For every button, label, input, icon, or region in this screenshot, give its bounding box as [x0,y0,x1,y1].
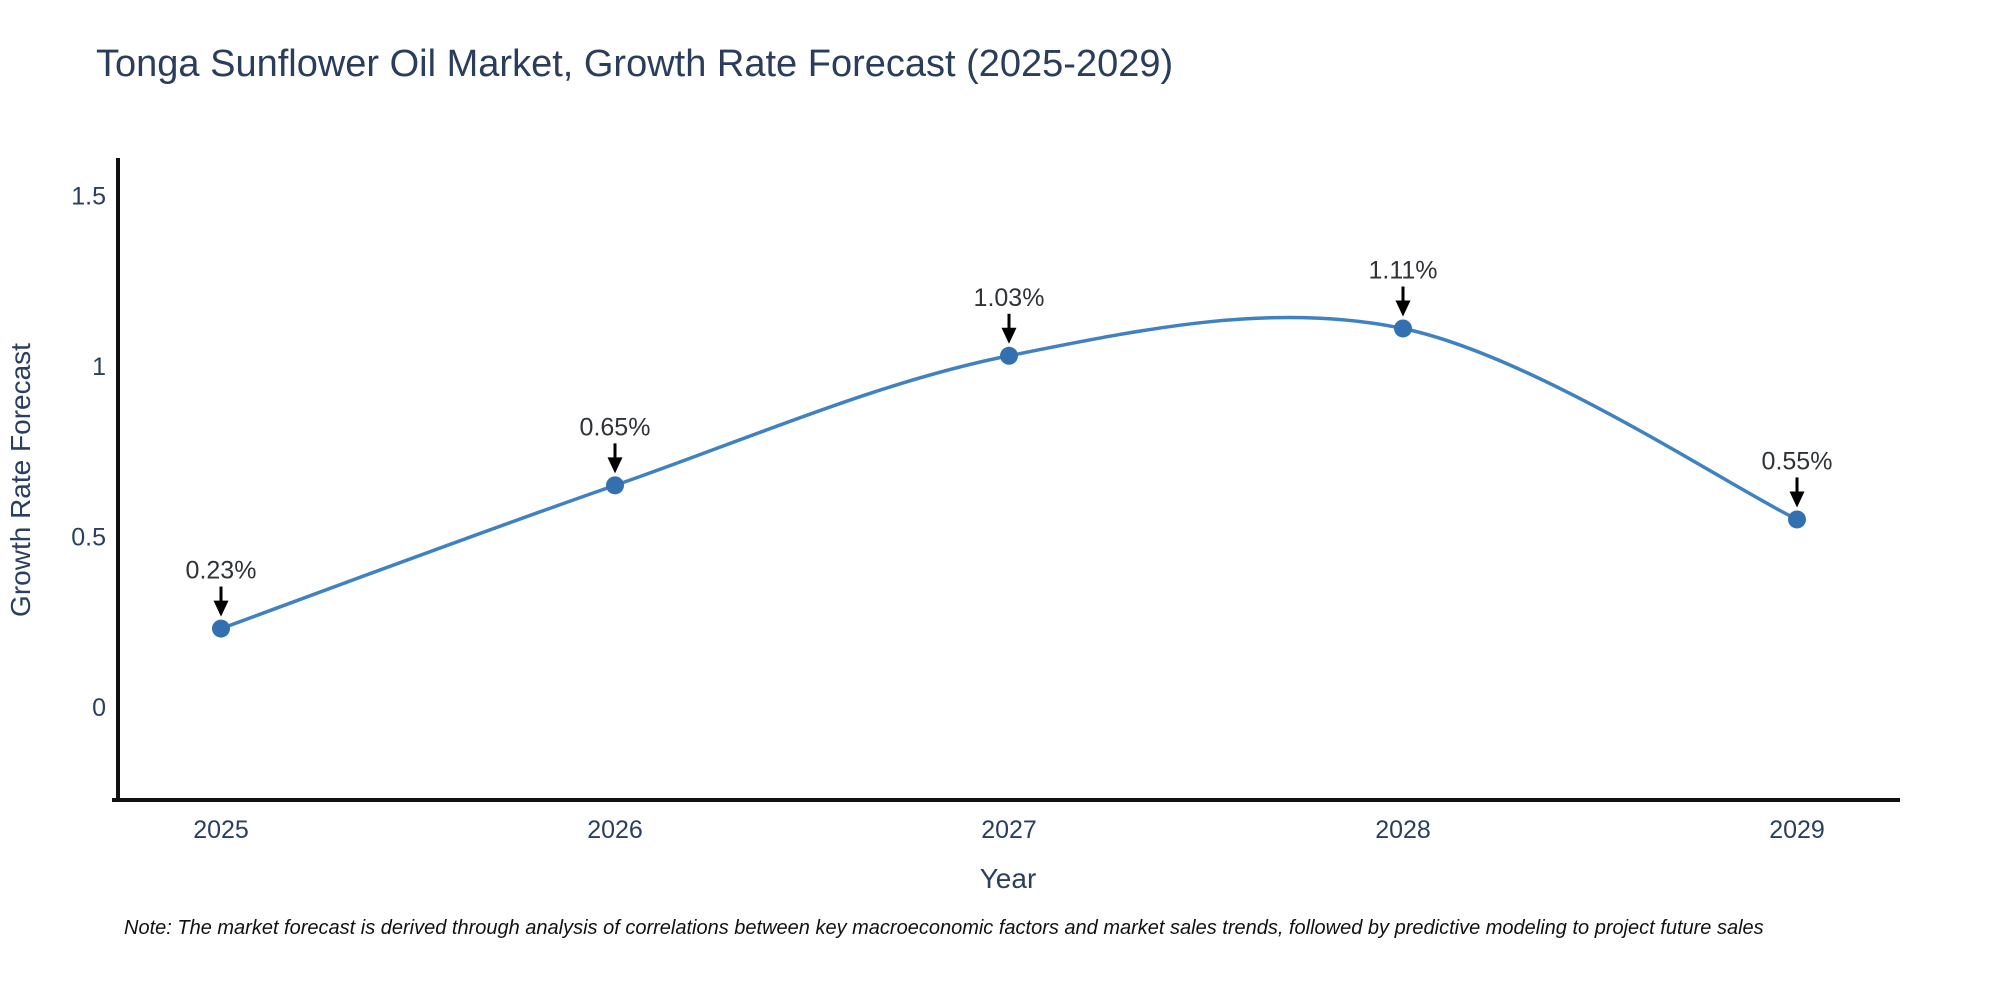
data-point-label: 0.55% [1762,447,1833,475]
x-tick-label: 2025 [193,816,249,844]
y-tick-label: 0 [92,694,106,722]
y-tick-label: 1 [92,353,106,381]
y-tick-label: 0.5 [71,524,106,552]
data-point[interactable] [606,476,624,495]
data-point[interactable] [1000,346,1018,365]
x-tick-label: 2029 [1769,816,1825,844]
annotation-arrowhead-icon [1001,327,1017,344]
chart-title: Tonga Sunflower Oil Market, Growth Rate … [96,43,1174,85]
data-point[interactable] [1788,510,1806,529]
y-tick-label: 1.5 [71,183,106,211]
y-axis-title: Growth Rate Forecast [5,343,36,617]
x-axis-title: Year [980,863,1037,894]
data-point-label: 0.65% [580,413,651,441]
annotation-arrowhead-icon [1789,491,1805,508]
data-point[interactable] [212,619,230,638]
data-point-label: 1.11% [1368,256,1437,284]
data-point[interactable] [1394,319,1412,338]
annotation-arrowhead-icon [1395,300,1411,317]
data-point-label: 0.23% [186,557,257,585]
data-point-label: 1.03% [974,284,1045,312]
annotation-arrowhead-icon [607,457,623,474]
x-tick-label: 2027 [981,816,1037,844]
x-tick-label: 2026 [587,816,643,844]
x-tick-label: 2028 [1375,816,1431,844]
footnote: Note: The market forecast is derived thr… [124,917,1764,939]
annotation-arrowhead-icon [213,600,229,617]
